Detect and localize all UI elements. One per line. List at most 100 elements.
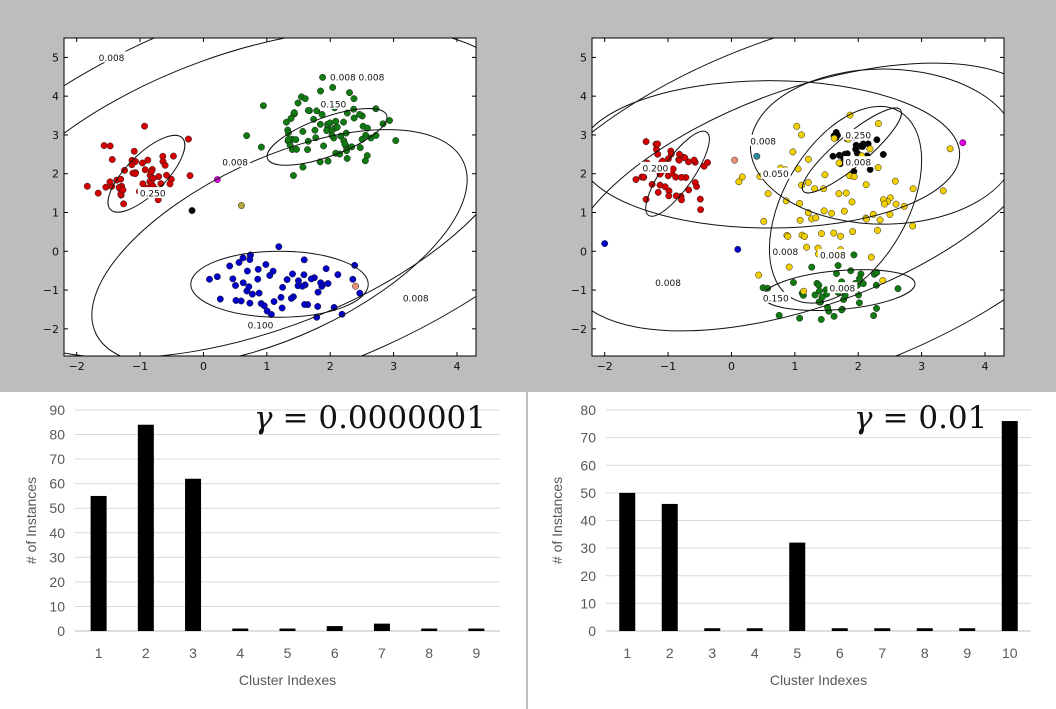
data-point (333, 123, 341, 131)
bar (185, 478, 202, 631)
contour-label-bg (760, 167, 791, 179)
data-point (300, 256, 308, 264)
data-point (909, 185, 917, 193)
data-point (784, 232, 792, 240)
contour-label: 0.008 (772, 248, 798, 258)
data-point (677, 173, 685, 181)
data-point (879, 150, 887, 158)
bar (279, 628, 296, 631)
data-point (282, 118, 290, 126)
data-point (320, 142, 328, 150)
data-point (392, 137, 400, 145)
data-point (299, 128, 307, 135)
bar (661, 503, 678, 631)
data-point (848, 198, 856, 206)
x-tick-label: 6 (836, 645, 844, 661)
data-point (842, 189, 850, 197)
data-point (254, 275, 262, 283)
y-tick-label: 0 (57, 623, 65, 639)
data-point (121, 166, 128, 174)
data-point (796, 216, 804, 224)
data-point (161, 161, 169, 169)
data-point (255, 289, 263, 297)
contour-label: 0.008 (222, 159, 248, 169)
bar (421, 628, 438, 631)
density-contour (592, 38, 1004, 356)
data-point (277, 293, 285, 301)
data-point (298, 282, 306, 290)
data-point (789, 279, 797, 286)
data-point (800, 287, 808, 295)
data-point (661, 183, 669, 191)
bar (746, 628, 763, 631)
data-point (804, 178, 812, 186)
data-point (665, 192, 673, 200)
data-point (830, 229, 838, 237)
contour-label: 0.008 (845, 159, 871, 169)
x-tick-label: 2 (327, 360, 334, 373)
data-point (238, 202, 245, 209)
bar (326, 626, 343, 631)
data-point (278, 304, 286, 312)
y-tick-label: 3 (52, 129, 59, 142)
data-point (350, 95, 358, 103)
data-point (94, 189, 102, 197)
data-point (289, 270, 296, 278)
y-tick-label: 4 (580, 90, 587, 103)
bar (704, 628, 721, 631)
contour-label-bg (245, 318, 276, 330)
y-tick-label: 0 (588, 623, 596, 639)
data-point (654, 188, 662, 196)
data-point (818, 230, 825, 238)
data-point (696, 195, 704, 203)
data-point (642, 138, 650, 146)
data-point (139, 180, 147, 188)
data-point (243, 267, 251, 275)
contour-label-bg (748, 134, 779, 146)
data-point (349, 275, 357, 283)
data-point (873, 136, 881, 144)
contour-label: 0.200 (643, 164, 669, 174)
data-point (833, 270, 840, 277)
scatter-plot-right: 0.200 0.008 0.050 0.250 0.008 0.008 0.008 0.150… (528, 0, 1056, 392)
data-point (891, 177, 899, 185)
data-point (246, 256, 254, 264)
bar (874, 628, 891, 631)
data-point (835, 190, 843, 198)
x-tick-label: 9 (472, 645, 480, 661)
data-point (735, 178, 743, 186)
x-axis-label: Cluster Indexes (239, 672, 336, 688)
density-contour (64, 38, 476, 356)
y-tick-label: 40 (49, 525, 65, 541)
data-point (352, 282, 360, 290)
density-contour (266, 108, 388, 166)
data-point (239, 254, 247, 262)
data-point (301, 95, 309, 103)
data-point (850, 173, 858, 181)
gamma-value-right: = 0.01 (882, 400, 988, 436)
data-point (314, 288, 322, 296)
data-point (852, 145, 860, 153)
contour-label: 0.008 (750, 137, 776, 147)
data-point (216, 295, 224, 303)
contour-label: 0.008 (403, 294, 429, 304)
x-tick-label: 7 (378, 645, 386, 661)
y-tick-label: −1 (43, 284, 59, 297)
data-point (859, 143, 867, 150)
data-point (83, 182, 91, 190)
x-tick-label: 2 (142, 645, 150, 661)
data-point (318, 111, 326, 118)
contour-label: 0.250 (845, 131, 871, 141)
data-point (909, 222, 917, 230)
data-point (785, 263, 793, 271)
data-point (830, 312, 838, 320)
contour-label-bg (817, 249, 848, 261)
contour-label-bg (770, 245, 801, 257)
contour-label-bg (653, 276, 684, 288)
bar (831, 628, 848, 631)
data-point (329, 83, 337, 91)
bar (619, 492, 636, 631)
data-point (304, 107, 312, 114)
data-point (654, 140, 662, 148)
